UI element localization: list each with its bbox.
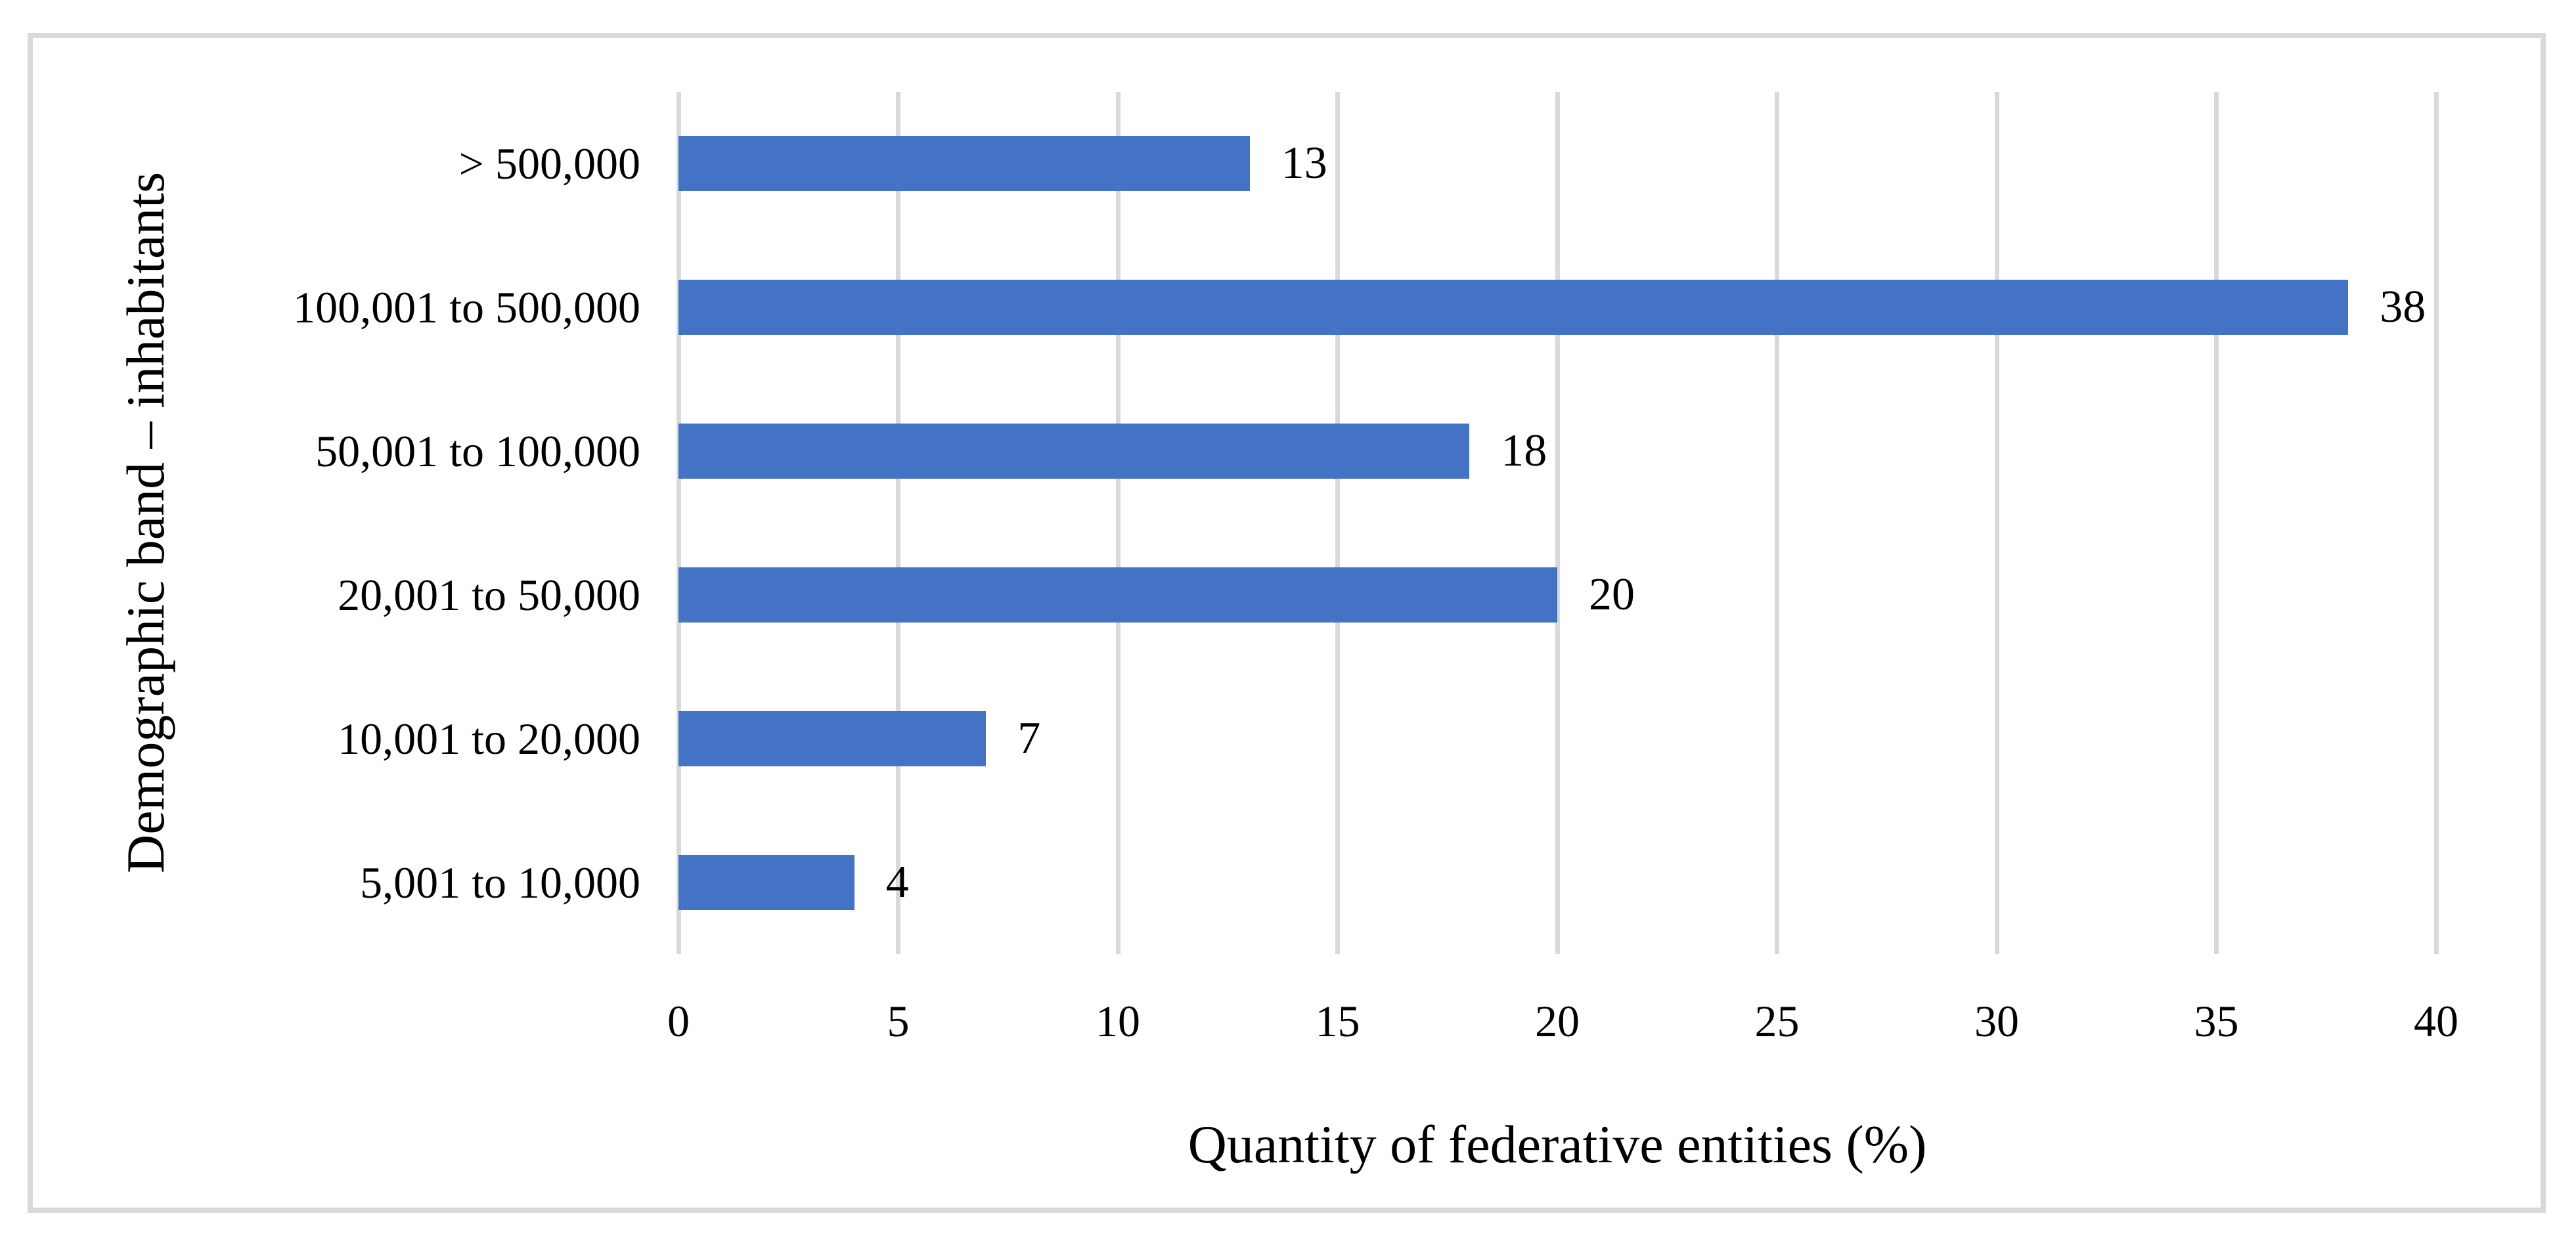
- x-tick-label: 25: [1754, 996, 1800, 1046]
- gridline: [1335, 92, 1340, 954]
- plot-area: 13 38 18 20 7 4: [676, 92, 2439, 954]
- gridline: [896, 92, 900, 954]
- bar-value-label: 20: [1589, 569, 1635, 620]
- gridline: [2433, 92, 2439, 954]
- gridline: [1775, 92, 1779, 954]
- bar-value-label: 7: [1017, 712, 1041, 764]
- category-label: 5,001 to 10,000: [360, 857, 640, 908]
- bar-value-label: 13: [1281, 138, 1327, 189]
- category-label: 50,001 to 100,000: [315, 426, 640, 477]
- gridline: [1115, 92, 1121, 954]
- x-tick-label: 35: [2194, 996, 2239, 1046]
- x-tick-label: 5: [887, 996, 910, 1046]
- bar: [678, 424, 1470, 479]
- bar: [678, 136, 1250, 192]
- x-tick-label: 40: [2414, 996, 2458, 1046]
- category-label: 20,001 to 50,000: [338, 569, 640, 620]
- x-axis-title: Quantity of federative entities (%): [1188, 1114, 1927, 1174]
- bar-value-label: 18: [1501, 426, 1547, 477]
- x-tick-label: 20: [1535, 996, 1580, 1046]
- chart-border: [28, 33, 2546, 1213]
- bar: [678, 567, 1557, 623]
- bar-value-label: 38: [2380, 282, 2426, 333]
- bar: [678, 854, 855, 910]
- x-tick-label: 15: [1315, 996, 1360, 1046]
- bar: [678, 280, 2349, 336]
- x-tick-label: 30: [1974, 996, 2019, 1046]
- category-label: > 500,000: [458, 139, 640, 189]
- y-axis-title: Demographic band – inhabitants: [116, 171, 175, 874]
- bar: [678, 711, 987, 766]
- category-label: 10,001 to 20,000: [338, 713, 640, 764]
- y-axis-line: [676, 92, 681, 954]
- gridline: [1994, 92, 1999, 954]
- bar-value-label: 4: [885, 856, 909, 908]
- gridline: [1555, 92, 1560, 954]
- x-tick-label: 10: [1096, 996, 1140, 1046]
- gridline: [2214, 92, 2219, 954]
- x-tick-label: 0: [667, 996, 690, 1046]
- category-label: 100,001 to 500,000: [293, 282, 640, 333]
